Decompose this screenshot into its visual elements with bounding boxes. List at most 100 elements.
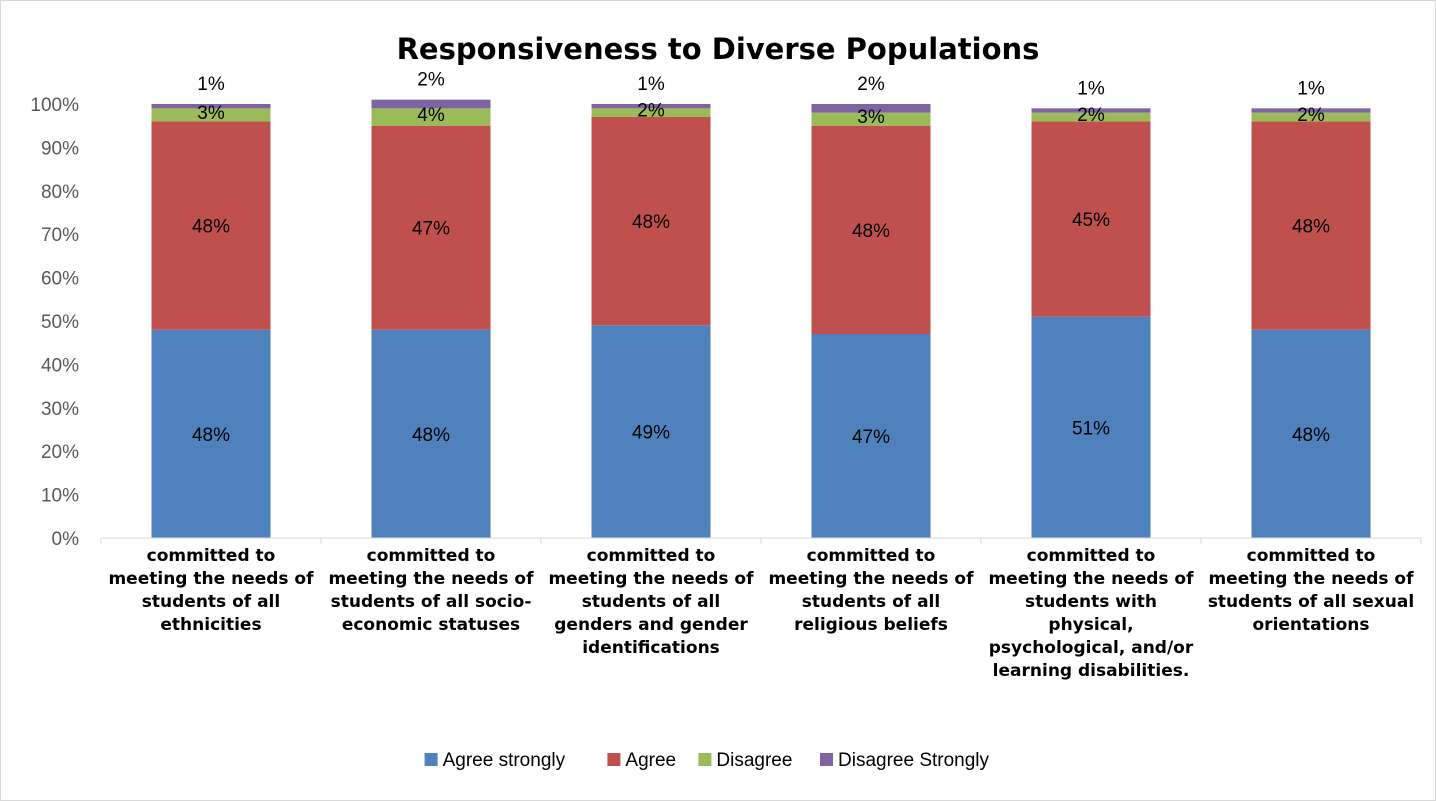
bar-segment xyxy=(371,99,491,109)
x-tick-label-line: students with xyxy=(1025,592,1157,612)
x-tick-label-line: religious beliefs xyxy=(794,615,948,635)
data-label: 1% xyxy=(197,74,225,95)
bar-segment xyxy=(151,121,271,330)
data-label: 48% xyxy=(1292,425,1330,446)
bar-segment xyxy=(1251,121,1371,330)
data-label: 48% xyxy=(1292,217,1330,238)
y-tick-label: 70% xyxy=(41,225,79,246)
bar-segment xyxy=(1251,108,1371,113)
bar-segment xyxy=(1031,316,1151,538)
x-tick-label-line: psychological, and/or xyxy=(989,638,1194,658)
data-label: 4% xyxy=(417,105,445,126)
data-labels: 48% 48% 3% 1% 48% 47% 4% 2% 49% 48% 2% 1% 47% 48% 3% 2%… xyxy=(192,70,1330,448)
bar-segment xyxy=(371,329,491,538)
bars xyxy=(151,99,1371,538)
data-label: 48% xyxy=(632,212,670,233)
x-tick-label-line: physical, xyxy=(1048,615,1133,635)
x-tick-label-line: orientations xyxy=(1253,615,1370,635)
y-tick-label: 60% xyxy=(41,269,79,290)
data-label: 2% xyxy=(1077,105,1105,126)
x-tick-label-line: students of all socio- xyxy=(331,592,532,612)
data-label: 3% xyxy=(197,103,225,124)
legend-label: Disagree xyxy=(716,750,792,771)
bar-segment xyxy=(1251,329,1371,538)
bar-segment xyxy=(371,108,491,126)
x-tick-label: committed to meeting the needs of students… xyxy=(108,546,314,635)
bar-segment xyxy=(811,112,931,126)
x-tick-label-line: meeting the needs of xyxy=(988,569,1194,589)
chart-title: Responsiveness to Diverse Populations xyxy=(397,32,1040,66)
x-tick-label: committed to meeting the needs of students… xyxy=(328,546,534,635)
y-tick-label: 30% xyxy=(41,399,79,420)
data-label: 48% xyxy=(192,425,230,446)
bar-segment xyxy=(371,125,491,330)
bar-segment xyxy=(591,117,711,326)
y-axis: 0% 10% 20% 30% 40% 50% 60% 70% 80% 90% 100% xyxy=(30,95,79,550)
data-label: 45% xyxy=(1072,210,1110,231)
legend-swatch xyxy=(698,753,712,766)
data-label: 2% xyxy=(637,101,665,122)
x-axis: committed to meeting the needs of students… xyxy=(100,537,1422,681)
x-tick-label-line: meeting the needs of xyxy=(768,569,974,589)
x-tick-label: committed to meeting the needs of students… xyxy=(988,546,1194,681)
bar-segment xyxy=(811,125,931,335)
y-tick-label: 80% xyxy=(41,182,79,203)
bar-segment xyxy=(151,104,271,109)
x-tick-label-line: students of all xyxy=(142,592,280,612)
x-tick-label-line: meeting the needs of xyxy=(1208,569,1414,589)
bar-segment xyxy=(811,334,931,538)
x-tick-label-line: identifications xyxy=(582,638,720,658)
data-label: 48% xyxy=(852,221,890,242)
x-tick-label-line: students of all xyxy=(802,592,940,612)
legend-label: Agree strongly xyxy=(443,750,566,771)
y-tick-label: 50% xyxy=(41,312,79,333)
x-tick-label: committed to meeting the needs of students… xyxy=(1208,546,1414,635)
data-label: 1% xyxy=(637,74,665,95)
y-tick-label: 10% xyxy=(41,486,79,507)
x-tick-label-line: committed to xyxy=(807,546,936,566)
data-label: 47% xyxy=(852,427,890,448)
data-label: 51% xyxy=(1072,418,1110,439)
x-tick-label-line: committed to xyxy=(587,546,716,566)
y-tick-label: 100% xyxy=(30,95,79,116)
data-label: 1% xyxy=(1077,78,1105,99)
legend-swatch xyxy=(607,753,621,766)
x-tick-label-line: students of all xyxy=(582,592,720,612)
data-label: 2% xyxy=(417,70,445,91)
bar-segment xyxy=(591,325,711,538)
bar-segment xyxy=(1031,108,1151,113)
x-tick-label-line: learning disabilities. xyxy=(993,661,1190,681)
data-label: 2% xyxy=(857,74,885,95)
bar-segment xyxy=(1031,112,1151,122)
y-tick-label: 0% xyxy=(52,529,80,550)
x-tick-label-line: committed to xyxy=(147,546,276,566)
bar-segment xyxy=(1031,121,1151,317)
data-label: 48% xyxy=(412,425,450,446)
x-tick-label-line: economic statuses xyxy=(342,615,520,635)
data-label: 48% xyxy=(192,217,230,238)
bar-segment xyxy=(591,108,711,118)
x-tick-label-line: committed to xyxy=(1247,546,1376,566)
x-tick-label-line: committed to xyxy=(367,546,496,566)
bar-segment xyxy=(151,329,271,538)
x-tick-label-line: committed to xyxy=(1027,546,1156,566)
x-tick-label-line: genders and gender xyxy=(554,615,748,635)
x-tick-label-line: ethnicities xyxy=(160,615,261,635)
x-tick-label-line: students of all sexual xyxy=(1208,592,1414,612)
bar-segment xyxy=(1251,112,1371,122)
legend-swatch xyxy=(820,753,833,766)
data-label: 1% xyxy=(1297,78,1325,99)
y-tick-label: 40% xyxy=(41,355,79,376)
x-tick-label: committed to meeting the needs of students… xyxy=(548,546,754,658)
data-label: 2% xyxy=(1297,105,1325,126)
legend-label: Disagree Strongly xyxy=(838,750,990,771)
data-label: 47% xyxy=(412,219,450,240)
y-tick-label: 90% xyxy=(41,138,79,159)
x-tick-label: committed to meeting the needs of students… xyxy=(768,546,974,635)
legend: Agree strongly Agree Disagree Disagree Stro… xyxy=(424,750,990,771)
data-label: 3% xyxy=(857,107,885,128)
bar-segment xyxy=(811,104,931,113)
y-tick-label: 20% xyxy=(41,442,79,463)
